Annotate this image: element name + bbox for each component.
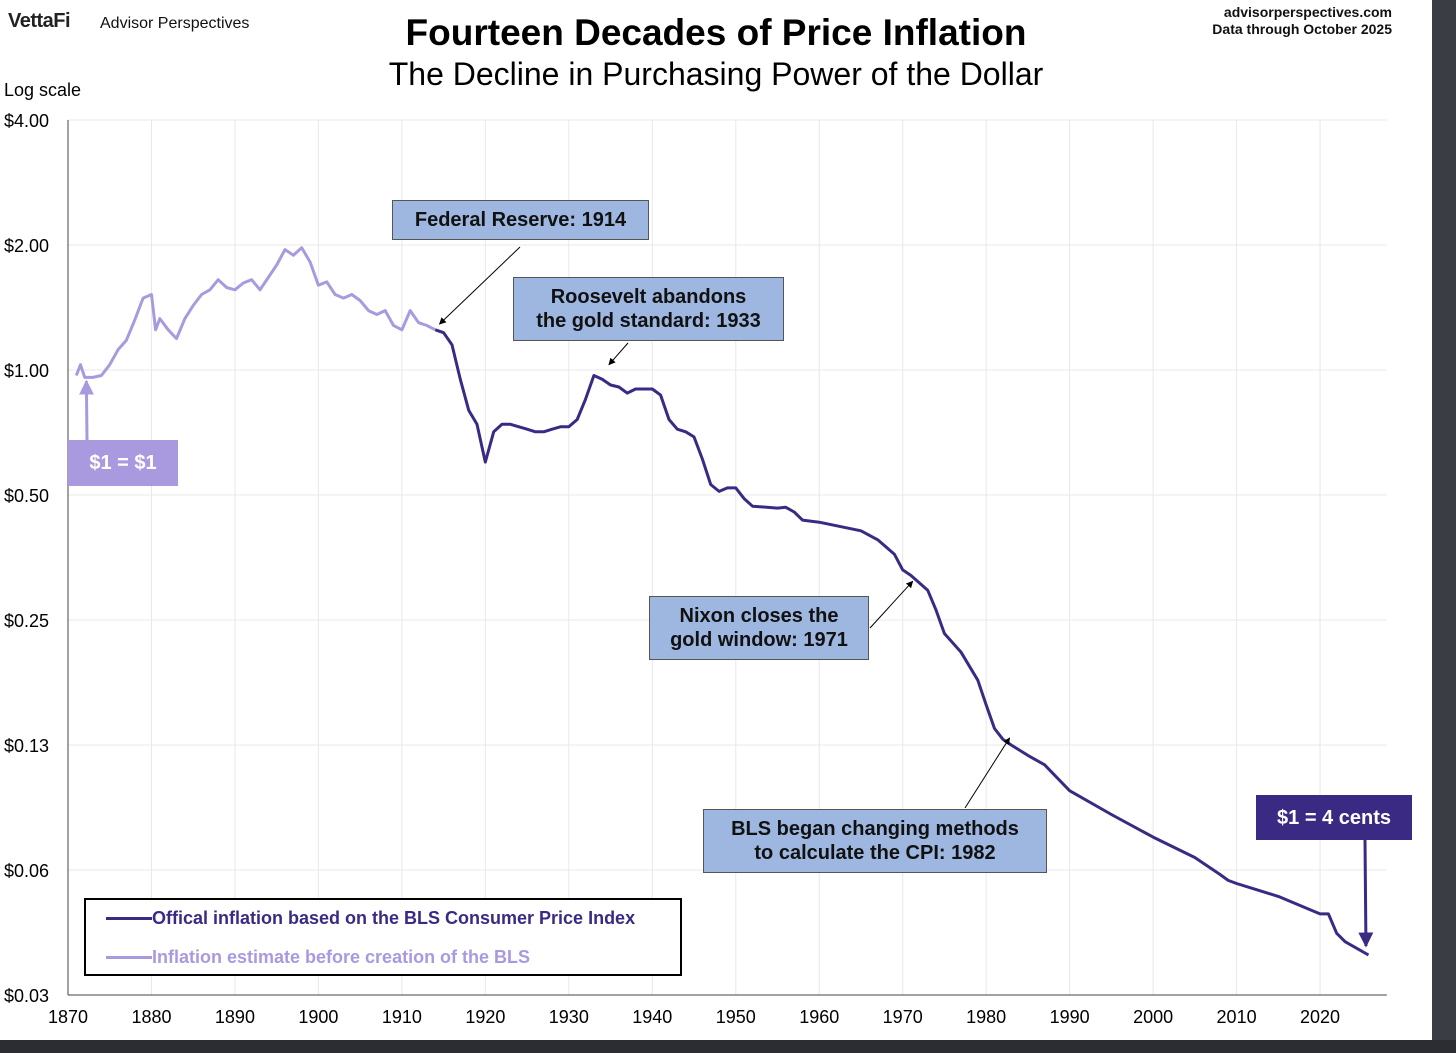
- x-tick-label: 1940: [632, 1007, 672, 1027]
- legend-label: Offical inflation based on the BLS Consu…: [152, 908, 636, 928]
- annotation-one-dollar: $1 = $1: [68, 440, 178, 486]
- annotation-line: to calculate the CPI: 1982: [754, 842, 996, 864]
- brand-name: Advisor Perspectives: [100, 15, 250, 32]
- inflation-chart: $4.00 $2.00 $1.00 $0.50 $0.25 $0.13 $0.06 $0.03…: [4, 111, 1387, 1027]
- x-tick-label: 1930: [549, 1007, 589, 1027]
- x-tick-label: 1950: [716, 1007, 756, 1027]
- annotation-four-cents: $1 = 4 cents: [1256, 795, 1412, 840]
- arrow-federal-reserve: [438, 246, 521, 325]
- arrow-one-dollar: [79, 379, 95, 441]
- legend-label: Inflation estimate before creation of th…: [152, 947, 531, 967]
- y-tick-label: $2.00: [4, 236, 49, 256]
- x-tick-label: 1960: [799, 1007, 839, 1027]
- series-line-official-cpi: [434, 328, 1370, 957]
- x-tick-label: 1980: [966, 1007, 1006, 1027]
- y-tick-label: $0.50: [4, 486, 49, 506]
- arrow-nixon: [869, 580, 914, 629]
- arrow-bls: [964, 737, 1010, 809]
- x-tick-label: 1890: [215, 1007, 255, 1027]
- chart-title: Fourteen Decades of Price Inflation: [405, 12, 1027, 53]
- annotation-bls: BLS began changing methods to calculate …: [703, 809, 1047, 873]
- annotation-roosevelt: Roosevelt abandons the gold standard: 19…: [513, 277, 784, 341]
- y-tick-label: $0.06: [4, 861, 49, 881]
- annotation-line: Roosevelt abandons: [550, 286, 747, 308]
- annotation-line: gold window: 1971: [670, 629, 848, 651]
- y-tick-label: $0.03: [4, 986, 49, 1006]
- site-url: advisorperspectives.com: [1223, 4, 1392, 20]
- x-tick-label: 1970: [883, 1007, 923, 1027]
- annotation-line: Nixon closes the: [679, 605, 839, 627]
- y-axis-label: Log scale: [4, 80, 82, 100]
- legend: Offical inflation based on the BLS Consu…: [84, 898, 682, 976]
- legend-swatch: [106, 956, 152, 959]
- data-note: Data through October 2025: [1212, 21, 1392, 37]
- x-tick-label: 1910: [382, 1007, 422, 1027]
- x-tick-label: 1990: [1050, 1007, 1090, 1027]
- annotation-federal-reserve: Federal Reserve: 1914: [392, 200, 649, 240]
- vettafi-logo: VettaFi: [8, 10, 71, 32]
- x-tick-label: 2020: [1300, 1007, 1340, 1027]
- chart-card: $4.00 $2.00 $1.00 $0.50 $0.25 $0.13 $0.06 $0.03…: [0, 0, 1432, 1040]
- annotation-nixon: Nixon closes the gold window: 1971: [649, 596, 869, 660]
- x-tick-label: 1880: [131, 1007, 171, 1027]
- x-tick-label: 2010: [1217, 1007, 1257, 1027]
- y-tick-label: $1.00: [4, 361, 49, 381]
- y-tick-label: $0.13: [4, 736, 49, 756]
- legend-item-official: Offical inflation based on the BLS Consu…: [106, 908, 635, 929]
- x-tick-label: 1920: [465, 1007, 505, 1027]
- x-tick-label: 2000: [1133, 1007, 1173, 1027]
- arrow-four-cents: [1358, 839, 1374, 948]
- x-tick-label: 1870: [48, 1007, 88, 1027]
- series-line-pre-bls-estimate: [74, 246, 436, 379]
- y-tick-label: $0.25: [4, 611, 49, 631]
- legend-item-estimate: Inflation estimate before creation of th…: [106, 947, 530, 968]
- y-tick-label: $4.00: [4, 111, 49, 131]
- annotation-line: BLS began changing methods: [731, 818, 1019, 840]
- legend-swatch: [106, 917, 152, 920]
- arrow-roosevelt: [608, 342, 629, 366]
- chart-subtitle: The Decline in Purchasing Power of the D…: [388, 56, 1044, 92]
- x-tick-label: 1900: [298, 1007, 338, 1027]
- annotation-line: the gold standard: 1933: [536, 310, 761, 332]
- page-background-strip: [0, 1040, 1456, 1053]
